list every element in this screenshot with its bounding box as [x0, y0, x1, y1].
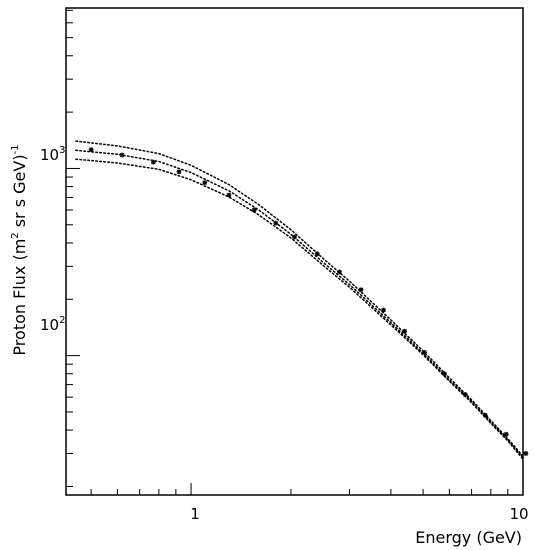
data-point [314, 251, 320, 257]
data-point [273, 220, 279, 226]
x-tick-label-10: 10 [509, 505, 528, 523]
y-tick-label-100: 102 [40, 315, 65, 334]
data-point [202, 180, 208, 186]
data-point [503, 431, 509, 437]
y-tick-base-1000: 10 [40, 146, 59, 164]
y-axis-title-part2: sr s GeV) [10, 154, 29, 232]
data-point [462, 392, 468, 397]
y-tick-exp-100: 2 [59, 315, 65, 326]
data-point [381, 307, 386, 313]
data-point [402, 328, 408, 334]
data-point [482, 412, 488, 418]
y-axis-title-sup1: 2 [10, 232, 21, 238]
y-axis-title: Proton Flux (m2 sr s GeV)-1 [10, 144, 29, 355]
data-point [523, 451, 529, 456]
model-curve-2 [75, 158, 524, 460]
data-point [292, 234, 297, 240]
data-point [226, 192, 232, 198]
data-point [88, 147, 94, 153]
x-axis-title: Energy (GeV) [415, 528, 522, 547]
y-axis-title-part1: Proton Flux (m [10, 239, 29, 356]
y-tick-label-1000: 103 [40, 145, 65, 164]
data-point [176, 169, 182, 175]
data-point [150, 159, 156, 165]
model-curve-0 [75, 140, 524, 457]
data-point [358, 287, 364, 293]
data-point [442, 371, 447, 377]
data-point [119, 152, 125, 158]
data-point [422, 350, 427, 355]
plot-frame [65, 7, 524, 496]
y-axis-title-sup2: -1 [10, 144, 21, 154]
model-curve-1 [75, 149, 524, 459]
model-curves [75, 140, 524, 460]
axis-ticks [66, 9, 524, 495]
data-point [337, 269, 342, 275]
data-markers [88, 147, 529, 456]
x-tick-label-1: 1 [190, 505, 200, 523]
data-point [251, 207, 257, 213]
y-tick-base-100: 10 [40, 316, 59, 334]
y-tick-exp-1000: 3 [59, 145, 65, 156]
